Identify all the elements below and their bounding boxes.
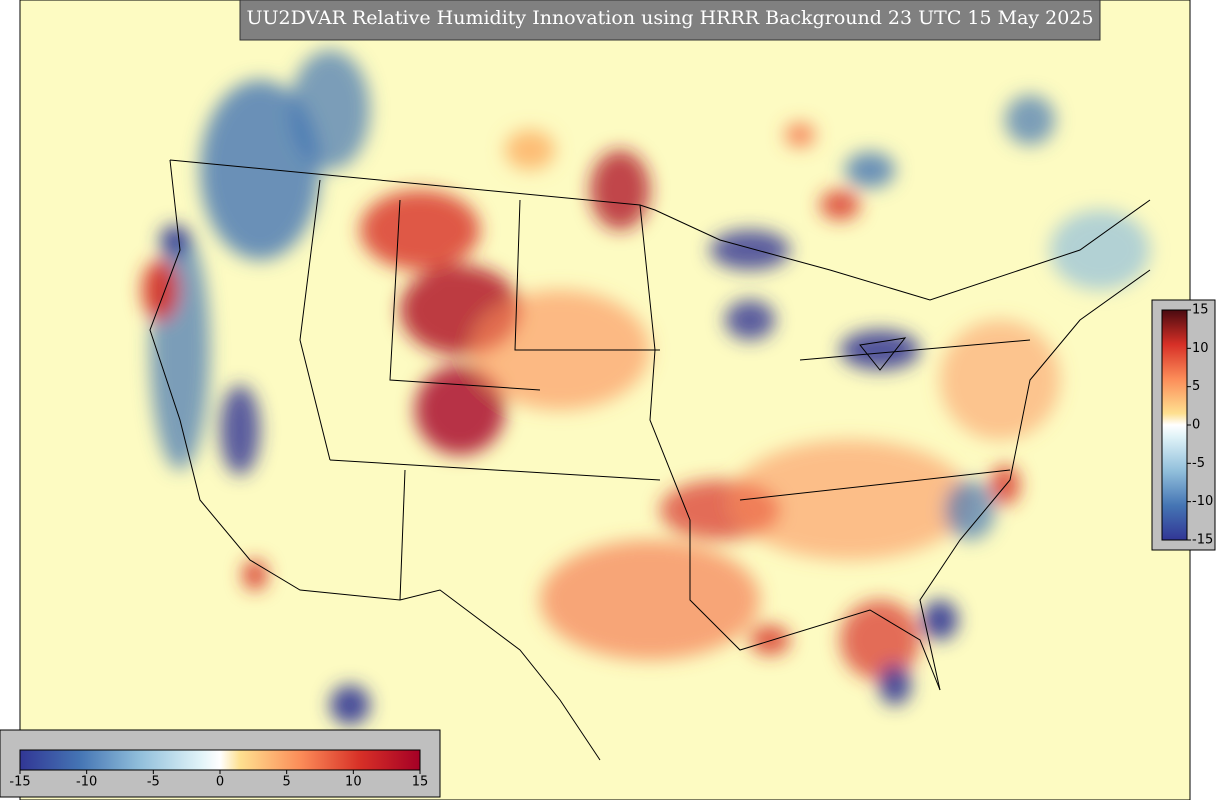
colorbar-scale	[1161, 309, 1188, 541]
boundaries	[149, 159, 1151, 761]
tick-label: -15	[1192, 533, 1213, 548]
map	[19, 0, 1191, 800]
colorbar-scale	[19, 749, 421, 771]
tick-label: 5	[283, 775, 291, 790]
title: UU2DVAR Relative Humidity Innovation usi…	[246, 7, 1093, 29]
tick-label: -10	[76, 775, 97, 790]
tick-label: -15	[9, 775, 30, 790]
colorbar-horizontal: -15 -10 -5 0 5 10 15	[0, 729, 441, 798]
tick-label: -10	[1192, 494, 1213, 509]
colorbar-vertical: 15 10 5 0 -5 -10 -15	[1151, 299, 1216, 551]
tick-label: 0	[1192, 418, 1200, 433]
tick-label: 15	[412, 775, 429, 790]
tick-label: 15	[1192, 303, 1209, 318]
tick-label: -5	[147, 775, 160, 790]
tick-label: 5	[1192, 379, 1200, 394]
tick-label: 10	[345, 775, 362, 790]
title-box: UU2DVAR Relative Humidity Innovation usi…	[239, 0, 1101, 41]
tick-label: 10	[1192, 341, 1209, 356]
tick-label: -5	[1192, 456, 1205, 471]
tick-label: 0	[216, 775, 224, 790]
